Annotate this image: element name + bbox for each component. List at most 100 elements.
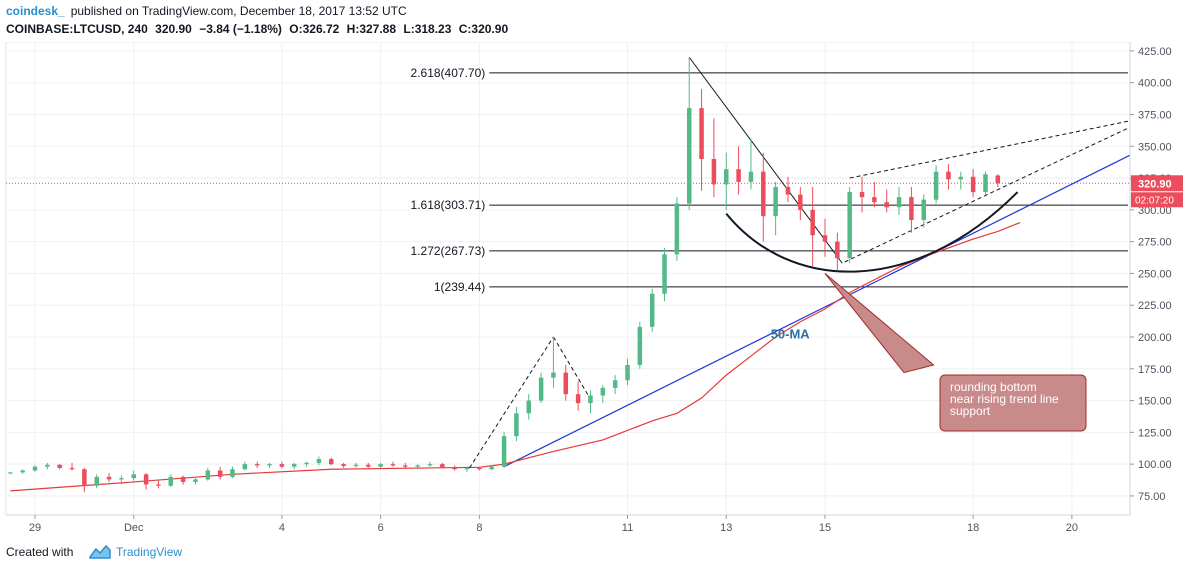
- candle-body: [612, 380, 618, 388]
- candle-body: [884, 202, 889, 208]
- candle-body: [711, 158, 717, 185]
- candle-body: [366, 464, 371, 467]
- candle-body: [538, 377, 544, 401]
- candle-body: [254, 464, 260, 466]
- candle-body: [662, 254, 667, 294]
- candle-body: [674, 203, 680, 255]
- candle-body: [464, 467, 470, 470]
- candle-body: [785, 186, 791, 195]
- candle-body: [983, 174, 988, 193]
- candle-body: [341, 464, 346, 467]
- candle-body: [847, 192, 852, 259]
- candle-body: [156, 484, 161, 486]
- created-with-text: Created with: [6, 545, 74, 559]
- candle-body: [575, 394, 581, 404]
- rising-trend-line: [503, 154, 1131, 468]
- candle-body: [563, 372, 569, 395]
- candle-body: [57, 464, 62, 468]
- candle-body: [304, 462, 309, 465]
- candle-body: [600, 387, 606, 396]
- candle-body: [131, 474, 136, 479]
- ma-label: 50-MA: [771, 326, 811, 341]
- plot-area: [5, 42, 1131, 516]
- candle-body: [69, 467, 75, 470]
- candle-body: [427, 464, 433, 466]
- candle-body: [773, 186, 778, 217]
- low-value: L:318.23: [403, 22, 452, 36]
- candle-body: [909, 197, 914, 221]
- open-value: O:326.72: [289, 22, 340, 36]
- tradingview-logo-icon: [89, 544, 111, 559]
- candle-body: [724, 169, 729, 185]
- candle-body: [798, 194, 803, 210]
- candle-body: [353, 464, 359, 467]
- candle-body: [390, 464, 396, 466]
- published-text: published on TradingView.com, December 1…: [70, 4, 407, 18]
- candle-body: [699, 108, 704, 159]
- callout-text: rounding bottom: [950, 380, 1037, 394]
- price-axis-label: 200.00: [1138, 332, 1172, 344]
- dashed-pole-down: [553, 336, 594, 404]
- tradingview-link[interactable]: TradingView: [116, 545, 183, 559]
- candle-body: [921, 199, 926, 221]
- time-axis-label: 20: [1066, 522, 1078, 534]
- publisher-name[interactable]: coindesk_: [6, 4, 65, 18]
- candle-body: [872, 197, 877, 203]
- candle-body: [143, 474, 149, 485]
- time-axis-label: 18: [967, 522, 979, 534]
- high-value: H:327.88: [346, 22, 397, 36]
- countdown-text: 02:07:20: [1135, 195, 1174, 206]
- candle-body: [625, 364, 630, 381]
- candle-body: [477, 467, 482, 470]
- callout-pointer: [824, 273, 935, 374]
- symbol-label[interactable]: COINBASE:LTCUSD, 240: [6, 22, 148, 36]
- footer: Created with TradingView: [0, 540, 1184, 570]
- candle-body: [316, 459, 322, 463]
- candle-body: [588, 395, 593, 404]
- candle-body: [20, 470, 25, 473]
- price-axis-label: 375.00: [1138, 109, 1172, 121]
- candle-body: [736, 169, 741, 182]
- candle-body: [835, 241, 840, 259]
- price-axis-label: 125.00: [1138, 427, 1172, 439]
- candle-body: [649, 293, 655, 327]
- candle-body: [119, 478, 124, 480]
- time-axis-label: 15: [819, 522, 831, 534]
- price-axis-label: 425.00: [1138, 46, 1172, 58]
- candle-body: [267, 464, 272, 466]
- price-axis-label: 75.00: [1138, 491, 1166, 503]
- last-price-tag: [1131, 175, 1183, 192]
- price-axis-label: 100.00: [1138, 459, 1172, 471]
- candle-body: [106, 476, 112, 480]
- time-axis-label: 6: [378, 522, 384, 534]
- price-axis-label: 300.00: [1138, 205, 1172, 217]
- symbol-line: COINBASE:LTCUSD, 240 320.90 −3.84 (−1.18…: [6, 22, 512, 36]
- candle-body: [242, 464, 248, 470]
- candle-body: [180, 476, 186, 482]
- candle-body: [958, 176, 964, 180]
- fib-level-label: 1.618(303.71): [411, 198, 486, 212]
- callout-text: near rising trend line: [950, 392, 1059, 406]
- fib-level-label: 1.272(267.73): [411, 244, 486, 258]
- fib-level-label: 1(239.44): [434, 280, 485, 294]
- price-axis-label: 275.00: [1138, 237, 1172, 249]
- candle-body: [551, 372, 556, 378]
- candle-body: [168, 476, 174, 486]
- price-axis-label: 175.00: [1138, 364, 1172, 376]
- price-axis-label: 150.00: [1138, 396, 1172, 408]
- price-chart[interactable]: 2.618(407.70) 1.618(303.71) 1.272(267.73) 1…: [0, 42, 1184, 538]
- candle-body: [946, 171, 951, 180]
- candle-body: [217, 470, 223, 477]
- countdown-tag: [1131, 192, 1183, 208]
- callout-text: support: [950, 404, 991, 418]
- candle-body: [279, 464, 285, 467]
- dashed-wedge-top: [849, 120, 1131, 179]
- dashed-pole-up: [469, 336, 554, 469]
- candle-body: [82, 469, 87, 486]
- candle-body: [45, 464, 50, 467]
- candle-body: [933, 171, 939, 200]
- candle-body: [810, 209, 815, 236]
- candle-body: [748, 171, 754, 182]
- chart-header: coindesk_ published on TradingView.com, D…: [0, 0, 1184, 40]
- time-axis-label: 4: [279, 522, 285, 534]
